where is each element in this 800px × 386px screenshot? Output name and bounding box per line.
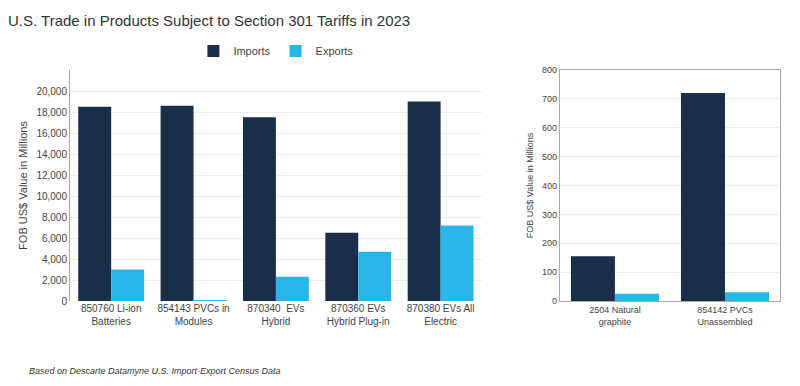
svg-text:400: 400	[542, 181, 557, 191]
svg-text:870340 EVsHybrid: 870340 EVsHybrid	[247, 303, 304, 327]
svg-text:500: 500	[542, 152, 557, 162]
svg-text:6,000: 6,000	[42, 233, 67, 244]
svg-text:870360 EVsHybrid Plug-in: 870360 EVsHybrid Plug-in	[327, 303, 390, 327]
svg-text:14,000: 14,000	[36, 149, 67, 160]
svg-text:0: 0	[61, 296, 67, 307]
svg-text:4,000: 4,000	[42, 254, 67, 265]
svg-text:0: 0	[552, 296, 557, 306]
svg-text:700: 700	[542, 94, 557, 104]
svg-text:18,000: 18,000	[36, 107, 67, 118]
svg-text:854143 PVCs inModules: 854143 PVCs inModules	[157, 303, 229, 327]
svg-text:2504 Naturalgraphite: 2504 Naturalgraphite	[589, 305, 641, 327]
svg-text:850760 Li-ionBatteries: 850760 Li-ionBatteries	[81, 303, 142, 327]
svg-text:U.S. Trade in Products Subject: U.S. Trade in Products Subject to Sectio…	[8, 12, 410, 29]
svg-text:800: 800	[542, 65, 557, 75]
svg-text:16,000: 16,000	[36, 128, 67, 139]
svg-text:600: 600	[542, 123, 557, 133]
svg-text:100: 100	[542, 267, 557, 277]
svg-text:20,000: 20,000	[36, 86, 67, 97]
svg-text:870380 EVs AllElectric: 870380 EVs AllElectric	[407, 303, 475, 327]
svg-text:FOB US$ Value in Millions: FOB US$ Value in Millions	[525, 132, 535, 238]
svg-text:200: 200	[542, 238, 557, 248]
svg-text:300: 300	[542, 210, 557, 220]
svg-text:10,000: 10,000	[36, 191, 67, 202]
svg-text:12,000: 12,000	[36, 170, 67, 181]
svg-text:Based on Descarte Datamyne U.S: Based on Descarte Datamyne U.S. Import-E…	[29, 366, 281, 376]
svg-text:2,000: 2,000	[42, 275, 67, 286]
svg-text:Imports: Imports	[233, 45, 270, 57]
svg-text:8,000: 8,000	[42, 212, 67, 223]
svg-text:854142 PVCsUnassembled: 854142 PVCsUnassembled	[697, 305, 753, 327]
svg-text:FOB US$ Value in Millions: FOB US$ Value in Millions	[17, 121, 29, 250]
svg-text:Exports: Exports	[316, 45, 354, 57]
